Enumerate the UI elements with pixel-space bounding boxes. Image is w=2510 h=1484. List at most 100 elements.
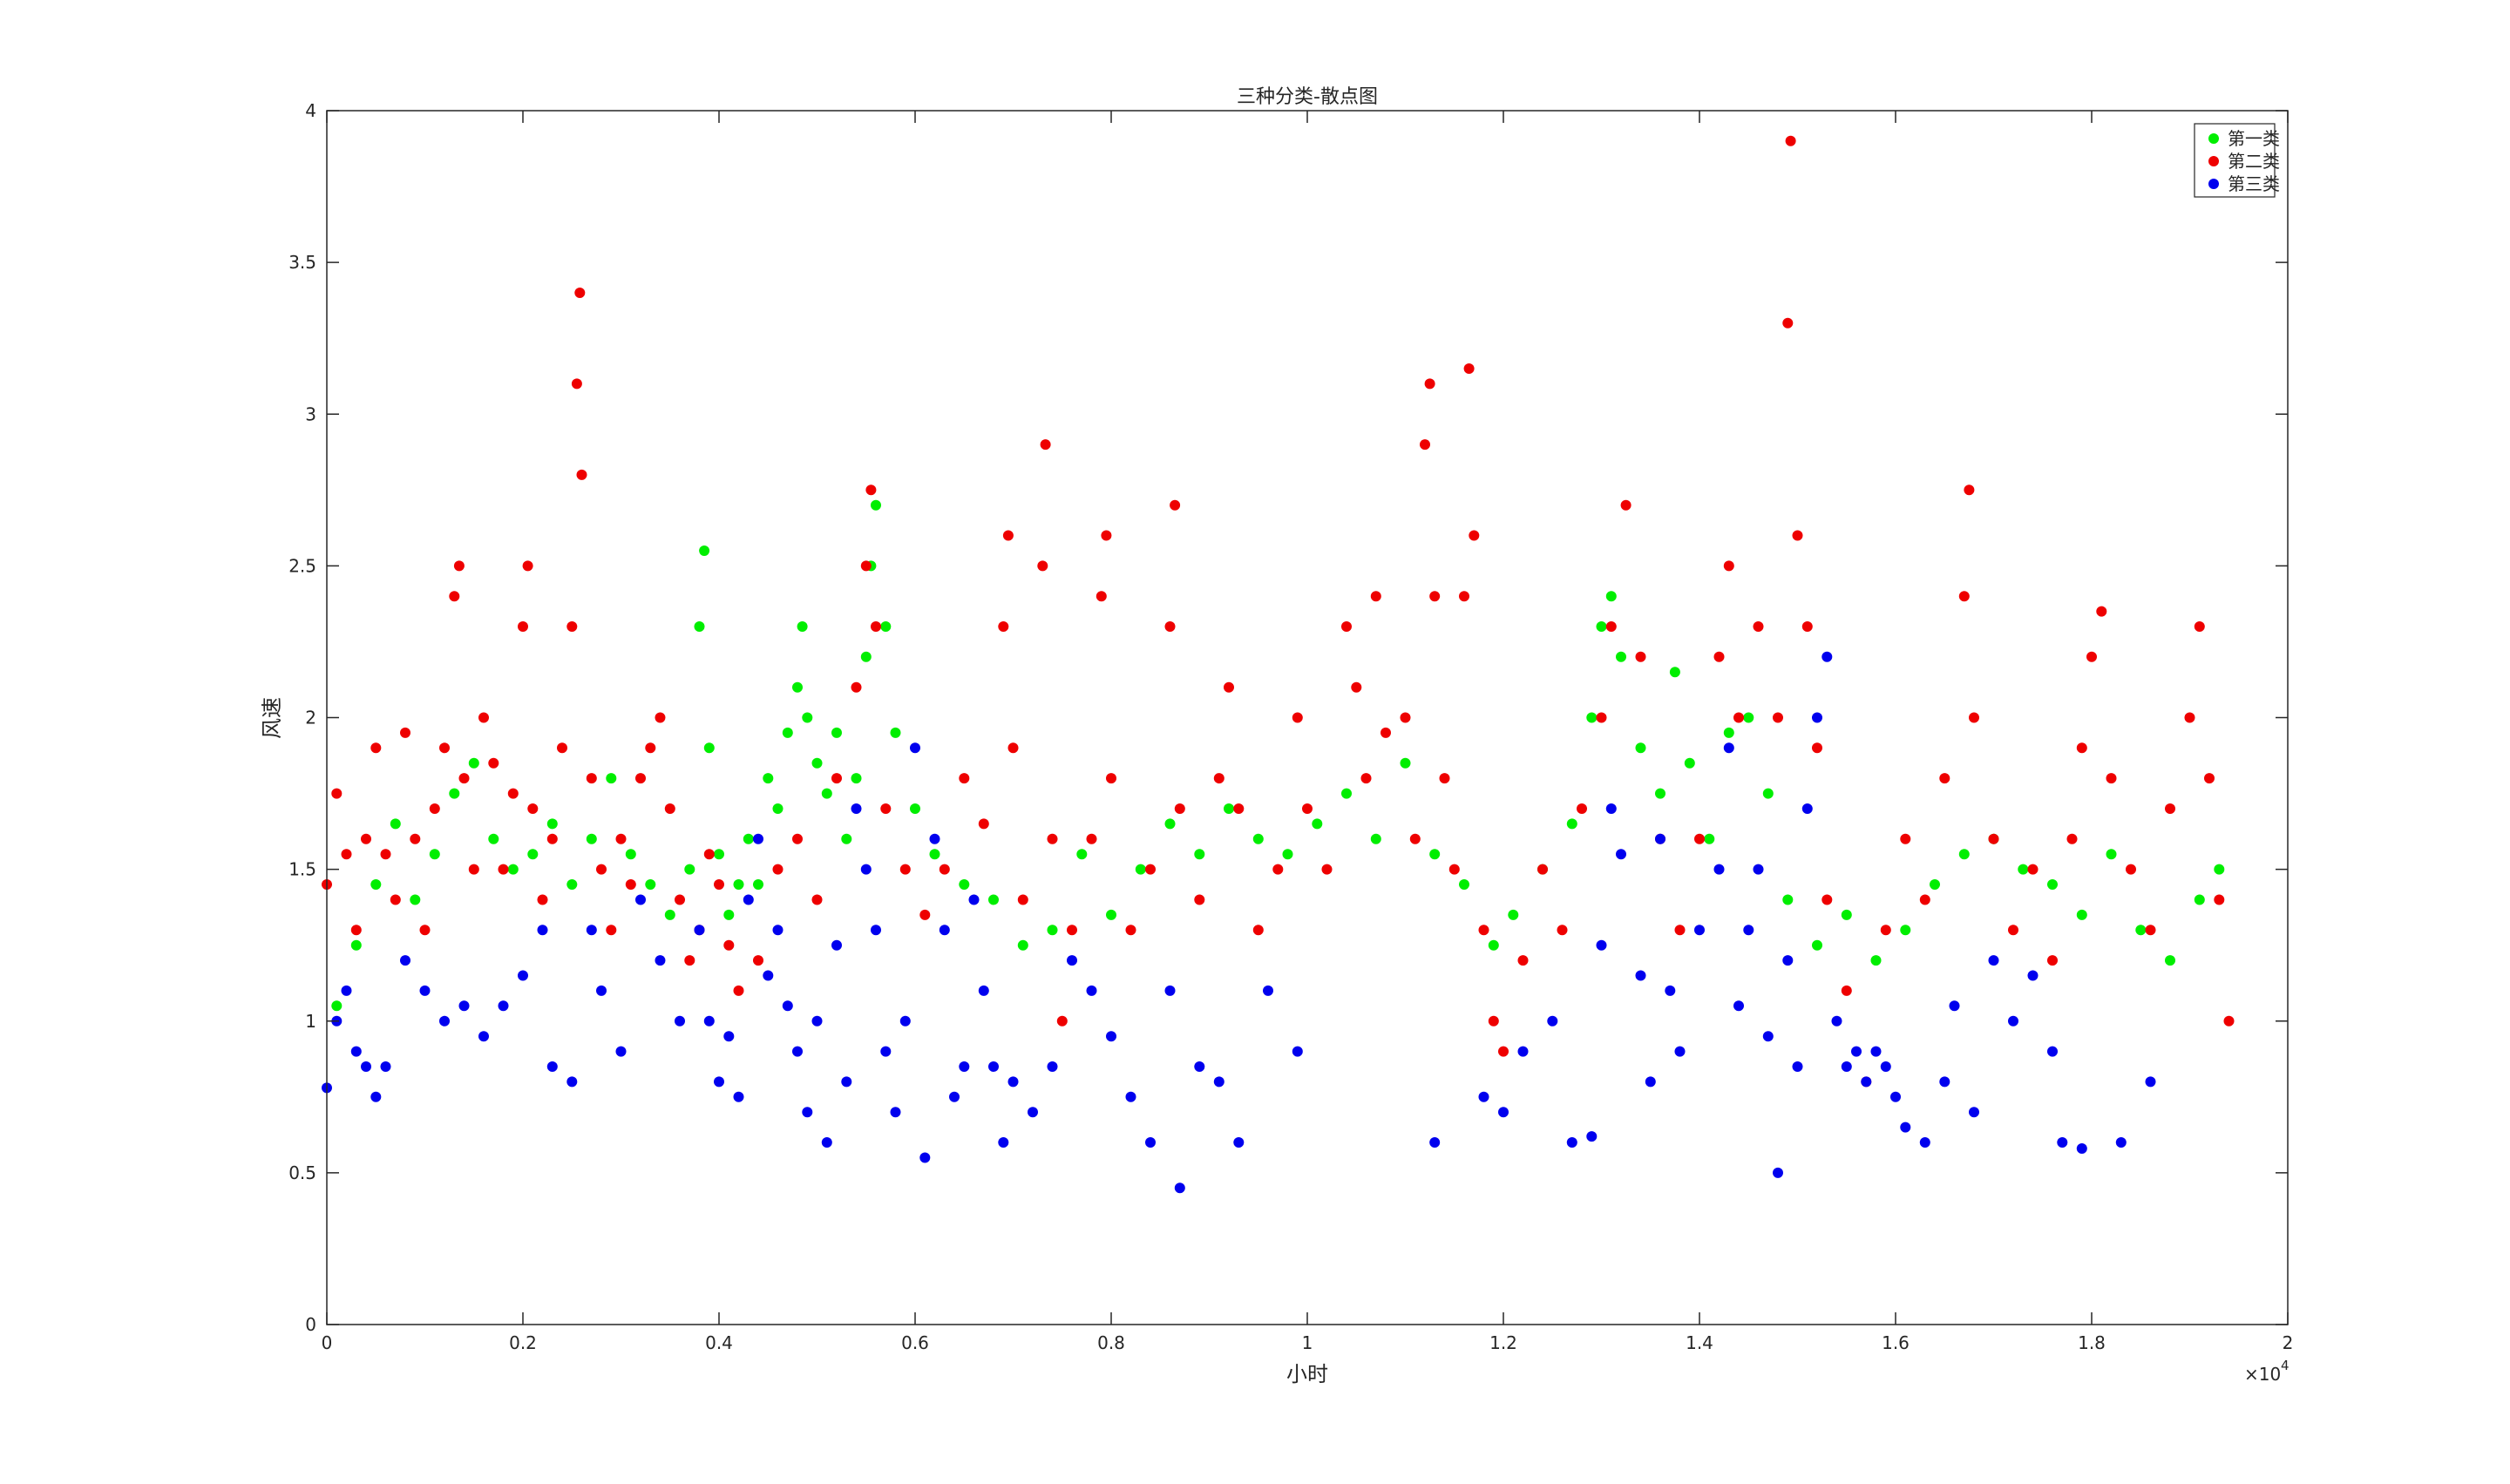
data-point: [1508, 909, 1519, 920]
data-point: [1645, 1076, 1656, 1088]
data-point: [498, 864, 509, 875]
data-point: [518, 970, 528, 981]
data-point: [890, 727, 901, 738]
data-point: [959, 879, 970, 890]
y-tick-label: 2.5: [288, 555, 316, 576]
data-point: [586, 773, 597, 784]
data-point: [1801, 803, 1813, 814]
data-point: [978, 985, 989, 996]
data-point: [1674, 1046, 1686, 1057]
data-point: [1949, 1000, 1960, 1012]
data-point: [1252, 925, 1264, 936]
data-point: [1420, 439, 1430, 451]
data-point: [1665, 985, 1676, 996]
data-point: [576, 469, 587, 480]
data-point: [1880, 1061, 1891, 1072]
data-point: [468, 757, 479, 769]
data-point: [1880, 925, 1891, 936]
data-point: [1224, 803, 1234, 814]
data-point: [684, 864, 695, 875]
data-point: [1969, 1107, 1979, 1118]
data-point: [1988, 955, 1999, 966]
data-point: [1040, 439, 1051, 451]
x-tick-label: 1.6: [1882, 1332, 1910, 1353]
data-point: [1821, 651, 1833, 662]
data-point: [1282, 849, 1293, 860]
data-point: [1002, 530, 1014, 541]
x-exponent-power: 4: [2281, 1358, 2290, 1373]
data-point: [860, 651, 872, 662]
y-tick-label: 1: [305, 1011, 316, 1032]
data-point: [390, 894, 401, 905]
data-point: [1831, 1015, 1842, 1027]
data-point: [488, 833, 499, 844]
data-point: [2115, 1137, 2127, 1148]
data-point: [1213, 773, 1224, 784]
data-point: [527, 803, 539, 814]
data-point: [831, 773, 842, 784]
data-point: [449, 788, 460, 799]
data-point: [1007, 1076, 1019, 1088]
data-point: [1812, 939, 1822, 951]
data-point: [566, 1076, 578, 1088]
data-point: [1782, 317, 1794, 329]
data-point: [2214, 894, 2225, 905]
y-tick-label: 2: [305, 708, 316, 728]
data-point: [498, 1000, 509, 1012]
data-point: [1939, 1076, 1950, 1088]
data-point: [714, 879, 724, 890]
data-point: [821, 788, 832, 799]
data-point: [1056, 1015, 1068, 1027]
data-point: [1919, 1137, 1930, 1148]
data-point: [645, 879, 656, 890]
data-point: [1762, 1031, 1774, 1042]
data-point: [453, 560, 465, 572]
data-point: [797, 621, 808, 632]
x-exponent-base: ×10: [2244, 1364, 2281, 1385]
data-point: [522, 560, 533, 572]
data-point: [1713, 651, 1725, 662]
data-point: [753, 955, 763, 966]
data-point: [1841, 909, 1852, 920]
x-tick-label: 0.4: [705, 1332, 733, 1353]
data-point: [1233, 803, 1245, 814]
data-point: [2223, 1015, 2235, 1027]
data-point: [910, 742, 920, 754]
data-point: [1547, 1015, 1558, 1027]
data-point: [871, 925, 881, 936]
data-point: [1047, 925, 1058, 936]
data-point: [1958, 849, 1970, 860]
data-point: [763, 970, 774, 981]
data-point: [1723, 742, 1734, 754]
data-point: [331, 788, 343, 799]
data-point: [2145, 925, 2156, 936]
data-point: [694, 925, 705, 936]
data-point: [1988, 833, 1999, 844]
data-point: [811, 1015, 823, 1027]
data-point: [929, 833, 940, 844]
data-point: [664, 803, 675, 814]
data-point: [1272, 864, 1284, 875]
data-point: [1655, 833, 1665, 844]
data-point: [1870, 955, 1882, 966]
data-point: [1635, 742, 1646, 754]
x-axis-ticks: 0 0.2 0.4 0.6 0.8 1 1.2 1.4 1.6 1.8 2: [322, 111, 2293, 1353]
data-point: [1596, 621, 1607, 632]
x-tick-label: 1.8: [2078, 1332, 2106, 1353]
data-point: [361, 1061, 371, 1072]
data-point: [763, 773, 774, 784]
data-point: [811, 894, 823, 905]
data-point: [2126, 864, 2136, 875]
data-point: [546, 818, 558, 830]
data-point: [1655, 788, 1665, 799]
data-point: [1145, 1137, 1156, 1148]
x-tick-label: 1: [1302, 1332, 1313, 1353]
data-point: [1448, 864, 1460, 875]
data-point: [1213, 1076, 1224, 1088]
data-point: [2076, 742, 2087, 754]
x-tick-label: 1.2: [1489, 1332, 1517, 1353]
data-point: [350, 939, 362, 951]
data-point: [488, 757, 499, 769]
data-point: [410, 894, 421, 905]
